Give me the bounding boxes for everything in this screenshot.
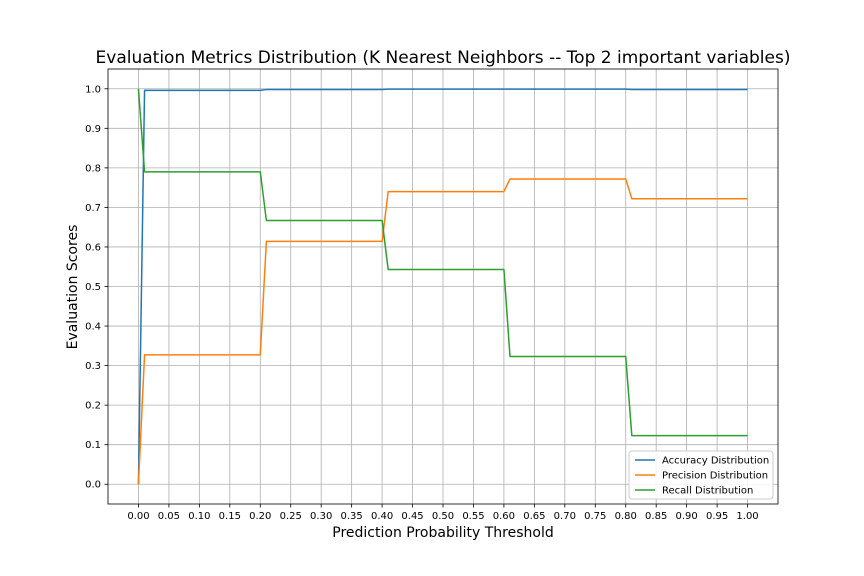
y-tick-label: 0.7 — [85, 203, 101, 214]
grid — [108, 69, 778, 504]
y-tick-label: 0.8 — [85, 163, 101, 174]
accuracy-distribution-legend-label: Accuracy Distribution — [662, 456, 769, 467]
x-tick-label: 0.40 — [371, 511, 393, 522]
x-tick-label: 0.15 — [219, 511, 241, 522]
x-tick-label: 0.65 — [523, 511, 545, 522]
y-tick-label: 0.5 — [85, 282, 101, 293]
y-tick-label: 0.3 — [85, 361, 101, 372]
y-tick-label: 0.4 — [85, 322, 101, 333]
x-tick-label: 0.55 — [462, 511, 484, 522]
x-tick-label: 0.20 — [249, 511, 271, 522]
y-tick-label: 0.1 — [85, 440, 101, 451]
x-tick-label: 0.30 — [310, 511, 332, 522]
x-tick-label: 0.25 — [280, 511, 302, 522]
y-tick-label: 0.9 — [85, 124, 101, 135]
chart-title: Evaluation Metrics Distribution (K Neare… — [96, 48, 791, 68]
x-tick-label: 0.45 — [401, 511, 423, 522]
precision-distribution-line — [137, 178, 748, 485]
tick-labels: 0.00 0.05 0.10 0.15 0.20 0.25 0.30 0.35 0.40 0.45… — [85, 84, 759, 522]
y-tick-label: 0.2 — [85, 401, 101, 412]
accuracy-distribution-line — [137, 88, 748, 485]
x-tick-label: 0.90 — [676, 511, 698, 522]
y-tick-label: 0.0 — [85, 480, 101, 491]
y-tick-label: 0.6 — [85, 242, 101, 253]
x-tick-label: 0.80 — [615, 511, 637, 522]
plot-frame — [107, 68, 779, 505]
x-tick-label: 0.35 — [341, 511, 363, 522]
x-tick-label: 0.50 — [432, 511, 454, 522]
recall-distribution-legend-label: Recall Distribution — [662, 486, 753, 497]
x-tick-label: 0.00 — [127, 511, 149, 522]
x-tick-label: 0.85 — [645, 511, 667, 522]
series-lines — [137, 88, 748, 485]
x-tick-label: 1.00 — [736, 511, 758, 522]
recall-distribution-line — [137, 88, 748, 437]
precision-distribution-legend-label: Precision Distribution — [662, 471, 768, 482]
x-tick-label: 0.60 — [493, 511, 515, 522]
axes — [104, 68, 779, 508]
legend: Accuracy Distribution Precision Distribut… — [628, 450, 774, 500]
x-tick-label: 0.75 — [584, 511, 606, 522]
y-axis-title: Evaluation Scores — [65, 225, 81, 350]
x-tick-label: 0.95 — [706, 511, 728, 522]
y-tick-label: 1.0 — [85, 84, 101, 95]
x-tick-label: 0.70 — [554, 511, 576, 522]
legend-box — [628, 450, 774, 500]
x-tick-label: 0.10 — [188, 511, 210, 522]
x-axis-title: Prediction Probability Threshold — [332, 525, 553, 541]
x-tick-label: 0.05 — [158, 511, 180, 522]
